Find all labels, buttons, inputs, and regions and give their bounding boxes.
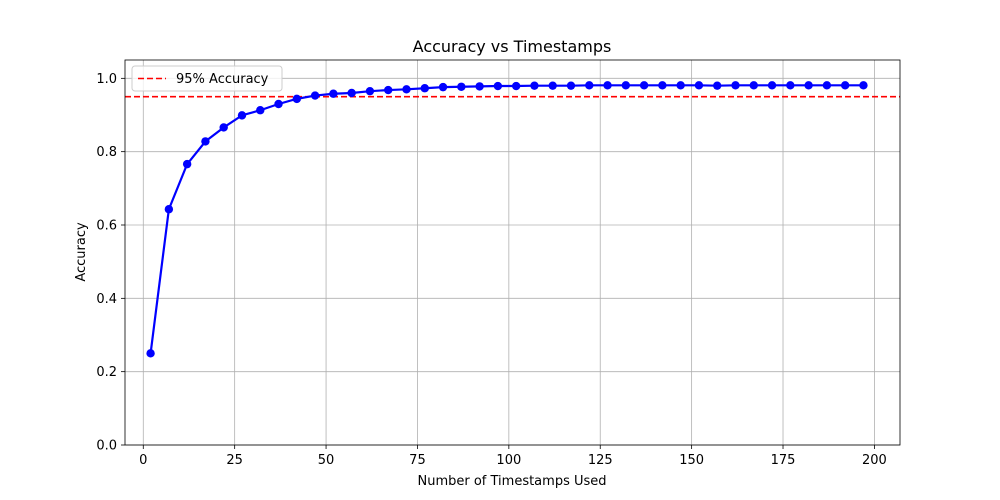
data-point bbox=[859, 81, 868, 90]
data-point bbox=[182, 159, 192, 169]
data-point bbox=[639, 81, 649, 90]
chart-title: Accuracy vs Timestamps bbox=[413, 37, 612, 56]
data-point bbox=[384, 85, 393, 95]
data-point bbox=[475, 82, 484, 91]
data-point bbox=[511, 81, 521, 91]
data-point bbox=[457, 82, 466, 91]
legend-label-95-accuracy: 95% Accuracy bbox=[176, 72, 269, 87]
y-tick-label: 0.0 bbox=[96, 439, 117, 454]
data-point bbox=[329, 89, 338, 98]
x-tick-label: 200 bbox=[862, 453, 887, 468]
data-point bbox=[585, 81, 594, 90]
data-point bbox=[420, 84, 429, 93]
data-point bbox=[786, 81, 795, 90]
data-point bbox=[713, 81, 722, 90]
y-tick-label: 0.2 bbox=[96, 365, 117, 380]
data-point bbox=[767, 81, 777, 90]
data-point bbox=[658, 81, 667, 90]
data-point bbox=[822, 81, 832, 90]
data-series bbox=[146, 81, 868, 358]
data-point bbox=[493, 81, 503, 91]
plot-frame bbox=[124, 59, 901, 446]
data-point bbox=[621, 81, 631, 90]
data-point bbox=[164, 205, 174, 214]
data-point bbox=[274, 99, 283, 109]
data-point bbox=[749, 81, 758, 90]
data-point bbox=[402, 85, 411, 94]
y-axis-label: Accuracy bbox=[74, 222, 89, 282]
data-point bbox=[731, 81, 740, 90]
data-point bbox=[438, 82, 448, 92]
data-point bbox=[603, 81, 612, 90]
x-tick-label: 150 bbox=[679, 453, 704, 468]
y-tick-label: 1.0 bbox=[96, 72, 117, 87]
x-tick-label: 50 bbox=[318, 453, 335, 468]
data-point bbox=[804, 81, 813, 90]
data-point bbox=[201, 137, 210, 146]
data-point bbox=[694, 81, 704, 90]
x-tick-label: 25 bbox=[226, 453, 243, 468]
x-axis-label: Number of Timestamps Used bbox=[417, 474, 606, 489]
data-point bbox=[676, 81, 685, 90]
data-point bbox=[310, 91, 320, 100]
data-point bbox=[219, 123, 228, 132]
x-tick-label: 100 bbox=[496, 453, 521, 468]
data-point bbox=[566, 81, 576, 90]
data-point bbox=[256, 106, 265, 115]
y-tick-label: 0.6 bbox=[96, 219, 117, 234]
y-tick-label: 0.4 bbox=[96, 292, 117, 307]
legend-box bbox=[131, 65, 283, 92]
accuracy-line bbox=[149, 84, 864, 354]
y-tick-label: 0.8 bbox=[96, 145, 117, 160]
data-point bbox=[237, 111, 247, 120]
x-tick-label: 75 bbox=[409, 453, 426, 468]
x-tick-label: 125 bbox=[588, 453, 613, 468]
data-point bbox=[840, 81, 850, 90]
x-tick-label: 175 bbox=[771, 453, 796, 468]
data-point bbox=[548, 81, 557, 90]
data-point bbox=[292, 94, 302, 104]
axes: 0 25 50 75 100 125 150 175 200 0.0 0.2 0.4 0.6 0.8 1.0 bbox=[96, 59, 901, 468]
x-tick-label: 0 bbox=[139, 453, 147, 468]
data-point bbox=[530, 81, 539, 90]
data-point bbox=[347, 88, 356, 98]
data-point bbox=[365, 86, 375, 96]
legend: 95% Accuracy bbox=[131, 65, 283, 92]
data-point bbox=[146, 349, 155, 358]
